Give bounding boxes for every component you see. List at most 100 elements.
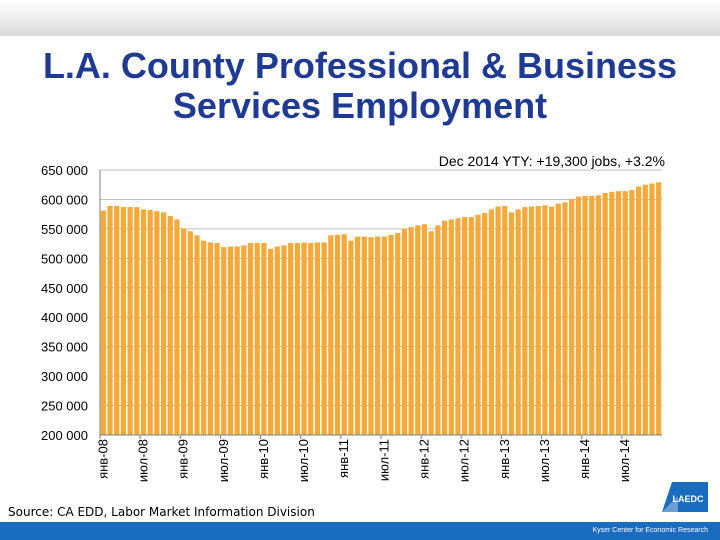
footer-band (0, 522, 720, 540)
bar (247, 243, 254, 435)
x-tick-label: июл-08 (135, 439, 150, 482)
y-tick-label: 300 000 (41, 369, 88, 384)
bar (475, 214, 481, 435)
top-band (0, 0, 720, 36)
bar (535, 205, 541, 435)
bar (234, 246, 240, 435)
bar (609, 191, 615, 435)
bar (134, 207, 140, 435)
bar (495, 206, 501, 435)
bar (562, 202, 568, 435)
bar (221, 247, 227, 435)
bar (181, 228, 187, 435)
bar (314, 242, 321, 435)
bar (214, 243, 220, 435)
bar (341, 234, 347, 435)
bar (107, 205, 113, 435)
bar (368, 237, 374, 435)
x-tick-label: янв-12 (416, 439, 431, 479)
y-tick-label: 550 000 (41, 222, 88, 237)
bar (635, 186, 642, 435)
bar (502, 205, 508, 435)
bar (321, 242, 327, 435)
bar (548, 206, 555, 435)
bar (354, 236, 361, 435)
bar (267, 248, 274, 435)
bar (589, 195, 595, 435)
page-title: L.A. County Professional & Business Serv… (20, 46, 700, 126)
bar (522, 207, 528, 435)
title-line-2: Services Employment (172, 85, 548, 126)
bar (415, 225, 421, 435)
bar (334, 234, 341, 435)
bar (167, 215, 173, 435)
bar (328, 235, 334, 435)
bar (375, 236, 381, 435)
bar (127, 207, 133, 435)
bar (114, 205, 120, 435)
bar (441, 220, 448, 435)
bar (421, 224, 428, 435)
bar (542, 205, 548, 435)
bar (642, 184, 648, 435)
source-note: Source: CA EDD, Labor Market Information… (8, 505, 315, 519)
bar (274, 246, 280, 435)
bar (288, 243, 294, 435)
bar (160, 212, 167, 435)
bar (401, 228, 408, 435)
bar (120, 207, 127, 435)
chart: 200 000 250 000 300 000 350 000 400 000 450 0… (41, 153, 665, 482)
bar (582, 195, 588, 435)
bar (187, 231, 193, 435)
bar (508, 212, 515, 435)
bar (488, 209, 495, 435)
y-tick-label: 350 000 (41, 340, 88, 355)
bar (595, 195, 602, 435)
bar (261, 243, 267, 435)
title-line-1: L.A. County Professional & Business (42, 45, 678, 86)
footer-credit: Kyser Center for Economic Research (592, 527, 708, 534)
bar (462, 217, 468, 435)
bar (294, 243, 300, 435)
y-tick-label: 450 000 (41, 281, 88, 296)
bar (147, 210, 153, 435)
chart-annotation: Dec 2014 YTY: +19,300 jobs, +3.2% (439, 153, 665, 169)
x-tick-label: янв-08 (95, 439, 110, 479)
x-tick-label: янв-11 (336, 439, 351, 478)
bar (602, 192, 608, 435)
bar (227, 246, 234, 435)
bar (381, 236, 387, 435)
bar (207, 242, 214, 435)
bar (174, 219, 180, 435)
bar (361, 236, 367, 435)
bar (622, 191, 628, 435)
bar (455, 218, 461, 435)
bar (468, 217, 474, 435)
bar (435, 225, 441, 435)
bar (388, 234, 394, 435)
bar (241, 245, 247, 435)
x-tick-label: июл-11 (376, 439, 391, 481)
bar (308, 243, 314, 435)
y-tick-label: 250 000 (41, 399, 88, 414)
bar (254, 243, 260, 435)
x-tick-label: июл-12 (457, 439, 472, 482)
bar (154, 211, 160, 435)
bar (555, 203, 561, 435)
bar (482, 212, 488, 435)
x-tick-label: янв-09 (176, 439, 191, 479)
bar (281, 245, 287, 435)
y-tick-label: 200 000 (41, 428, 88, 443)
logo-text: LAEDC (673, 494, 704, 504)
bar (201, 240, 207, 435)
bar (100, 210, 106, 435)
bar (194, 235, 200, 435)
x-tick-label: янв-13 (497, 439, 512, 479)
bar (528, 206, 535, 435)
bar (428, 231, 434, 435)
bar (301, 242, 307, 435)
bar (649, 183, 655, 435)
laedc-logo: LAEDC (662, 482, 708, 512)
x-tick-label: июл-14 (617, 439, 632, 482)
bar (515, 209, 521, 435)
